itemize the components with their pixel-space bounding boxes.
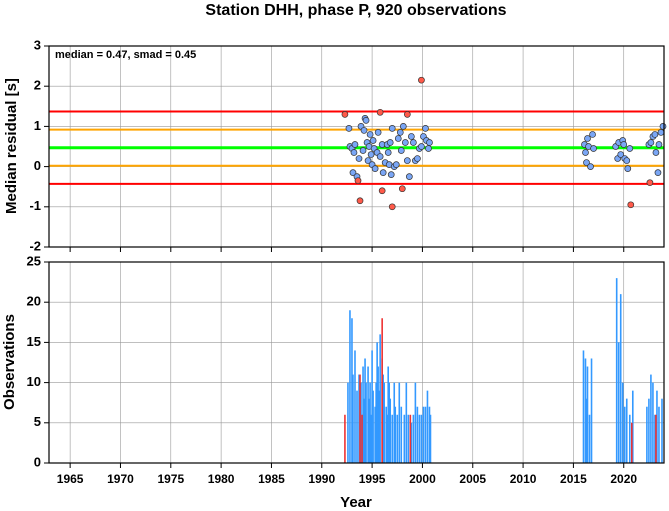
data-point (376, 108, 384, 116)
y-axis-label: Median residual [s] (3, 78, 20, 214)
x-tick-label: 2000 (409, 472, 436, 486)
x-tick-label: 2015 (560, 472, 587, 486)
data-point (620, 141, 628, 148)
data-point (394, 135, 402, 142)
data-point (584, 135, 591, 142)
x-tick-label: 1965 (57, 472, 84, 486)
data-point (354, 177, 362, 185)
data-point (652, 149, 660, 156)
y-tick-label: 0 (34, 454, 41, 469)
data-point (371, 165, 379, 172)
data-point (355, 155, 363, 162)
data-point (379, 169, 387, 176)
data-point (374, 129, 382, 136)
data-point (657, 129, 665, 136)
y-tick-label: 15 (27, 334, 41, 349)
y-tick-label: 1 (34, 118, 41, 133)
data-point (398, 185, 406, 193)
data-point (617, 151, 625, 158)
plot-frame (48, 261, 665, 464)
data-point (401, 139, 409, 146)
data-point (350, 149, 358, 156)
data-point (376, 153, 384, 160)
data-point (403, 157, 411, 164)
data-point (356, 197, 364, 205)
data-point (626, 145, 634, 152)
data-point (647, 139, 655, 146)
data-point (387, 171, 395, 178)
data-point (408, 133, 415, 140)
y-tick-label: 3 (34, 37, 41, 52)
data-point (418, 76, 425, 84)
y-tick-label: 5 (34, 414, 41, 429)
data-point (403, 110, 411, 118)
data-point (659, 123, 667, 130)
data-point (582, 149, 589, 156)
y-tick-label: 0 (34, 158, 41, 173)
x-tick-label: 1990 (308, 472, 335, 486)
y-tick-label: 20 (27, 294, 41, 309)
y-tick-label: -2 (29, 238, 41, 253)
y-tick-label: -1 (29, 198, 41, 213)
x-tick-label: 2020 (610, 472, 637, 486)
x-tick-label: 1970 (107, 472, 134, 486)
data-point (384, 149, 392, 156)
y-tick-label: 10 (27, 374, 41, 389)
data-point (624, 165, 632, 172)
data-point (425, 145, 432, 152)
data-point (414, 155, 421, 162)
data-point (410, 139, 417, 146)
x-axis-label: Year (340, 494, 372, 511)
data-point (388, 203, 396, 211)
annotation: median = 0.47, smad = 0.45 (55, 49, 196, 61)
x-tick-label: 1980 (208, 472, 235, 486)
data-point (359, 147, 367, 154)
data-point (655, 141, 663, 148)
x-tick-label: 1995 (359, 472, 386, 486)
y-axis-label: Observations (1, 314, 18, 410)
data-point (367, 151, 375, 158)
data-point (399, 123, 407, 130)
data-point (364, 157, 372, 164)
data-point (654, 169, 662, 176)
data-point (345, 125, 353, 132)
data-point (392, 161, 400, 168)
data-point (651, 131, 659, 138)
data-point (405, 173, 413, 180)
data-point (351, 141, 359, 148)
x-tick-label: 2005 (459, 472, 486, 486)
data-point (590, 145, 597, 152)
chart-title: Station DHH, phase P, 920 observations (205, 2, 506, 19)
data-point (418, 143, 425, 150)
data-point (583, 159, 590, 166)
data-point (386, 139, 394, 146)
y-tick-label: 25 (27, 253, 41, 268)
plot-frame (48, 45, 665, 248)
data-point (587, 163, 594, 170)
data-point (369, 137, 377, 144)
data-point (627, 201, 635, 209)
data-point (397, 147, 405, 154)
data-point (422, 125, 429, 132)
data-point (378, 187, 386, 195)
x-tick-label: 1985 (258, 472, 285, 486)
data-point (396, 129, 404, 136)
data-point (589, 131, 596, 138)
data-point (349, 169, 357, 176)
y-tick-label: 2 (34, 78, 41, 93)
data-point (360, 127, 368, 134)
data-point (646, 179, 654, 187)
data-point (426, 139, 433, 146)
data-point (341, 110, 349, 118)
x-tick-label: 2010 (510, 472, 537, 486)
data-point (623, 157, 631, 164)
x-tick-label: 1975 (157, 472, 184, 486)
data-point (362, 117, 370, 124)
data-point (388, 125, 396, 132)
data-point (366, 131, 374, 138)
